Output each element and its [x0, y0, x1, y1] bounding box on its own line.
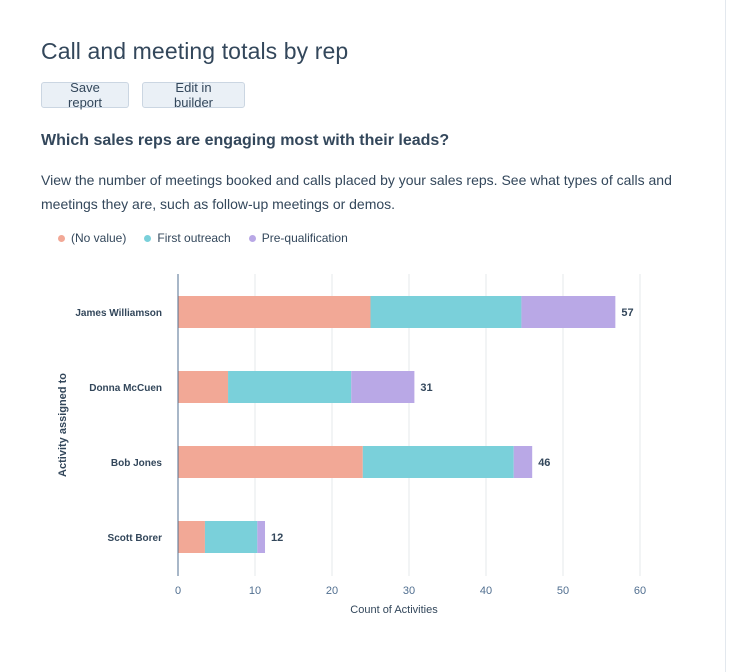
- x-tick-label: 20: [326, 585, 338, 597]
- report-question: Which sales reps are engaging most with …: [41, 132, 450, 149]
- bar-segment[interactable]: [257, 521, 266, 553]
- legend-swatch-first-outreach: [144, 234, 152, 242]
- bar-segment[interactable]: [362, 446, 514, 478]
- bar-segment[interactable]: [178, 371, 229, 403]
- legend-swatch-no-value: [58, 234, 65, 242]
- report-description: View the number of meetings booked and c…: [41, 172, 672, 212]
- bar-total-label: 46: [538, 457, 550, 469]
- report-title: Call and meeting totals by rep: [41, 38, 349, 64]
- x-tick-label: 30: [403, 585, 415, 597]
- x-axis-title: Count of Activities: [350, 604, 438, 616]
- x-tick-label: 10: [249, 585, 261, 597]
- bar-total-label: 57: [621, 307, 633, 319]
- category-label: Scott Borer: [108, 533, 163, 544]
- bar-total-label: 31: [420, 382, 432, 394]
- save-report-button[interactable]: Save report: [41, 80, 129, 110]
- x-tick-label: 60: [634, 585, 646, 597]
- bar-segment[interactable]: [228, 371, 352, 403]
- bar-segment[interactable]: [370, 296, 522, 328]
- bar-segment[interactable]: [204, 521, 258, 553]
- x-tick-label: 40: [480, 585, 492, 597]
- legend-item-no-value[interactable]: (No value): [58, 231, 126, 245]
- legend-label-no-value: (No value): [71, 231, 127, 245]
- bar-total-label: 12: [271, 532, 283, 544]
- bar-segment[interactable]: [513, 446, 533, 478]
- chart-legend: (No value) First outreach Pre-qualificat…: [58, 231, 348, 245]
- legend-label-pre-qualification: Pre-qualification: [261, 231, 348, 245]
- legend-label-first-outreach: First outreach: [157, 231, 231, 245]
- y-axis-title: Activity assigned to: [57, 373, 69, 477]
- edit-in-builder-button[interactable]: Edit in builder: [142, 80, 245, 110]
- bar-segment[interactable]: [178, 446, 363, 478]
- category-label: Donna McCuen: [89, 383, 162, 394]
- bar-segment[interactable]: [178, 296, 371, 328]
- category-label: James Williamson: [75, 308, 162, 319]
- legend-item-first-outreach[interactable]: First outreach: [144, 231, 231, 245]
- legend-swatch-pre-qualification: [248, 234, 256, 242]
- x-tick-label: 0: [175, 585, 181, 597]
- x-tick-label: 50: [557, 585, 569, 597]
- bar-segment[interactable]: [521, 296, 616, 328]
- legend-item-pre-qualification[interactable]: Pre-qualification: [248, 231, 348, 245]
- category-label: Bob Jones: [111, 458, 163, 469]
- bar-segment[interactable]: [351, 371, 415, 403]
- bar-segment[interactable]: [178, 521, 205, 553]
